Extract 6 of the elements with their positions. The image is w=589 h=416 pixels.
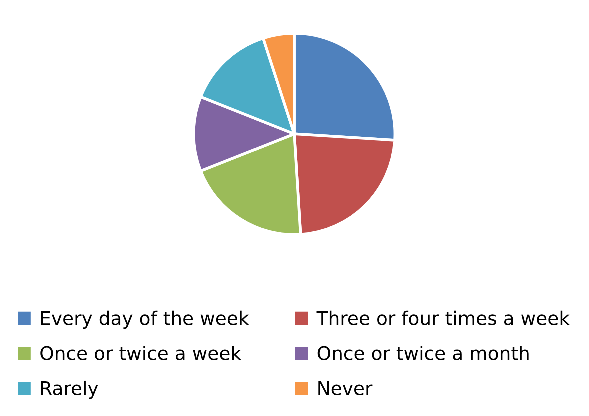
legend-label: Rarely: [41, 380, 98, 400]
legend-label: Once or twice a month: [318, 346, 529, 360]
legend-label: Every day of the week: [41, 310, 250, 330]
legend-label: Once or twice a week: [40, 346, 242, 360]
legend-label: Three or four times a week: [316, 310, 570, 326]
legend-label: Never: [318, 382, 373, 396]
